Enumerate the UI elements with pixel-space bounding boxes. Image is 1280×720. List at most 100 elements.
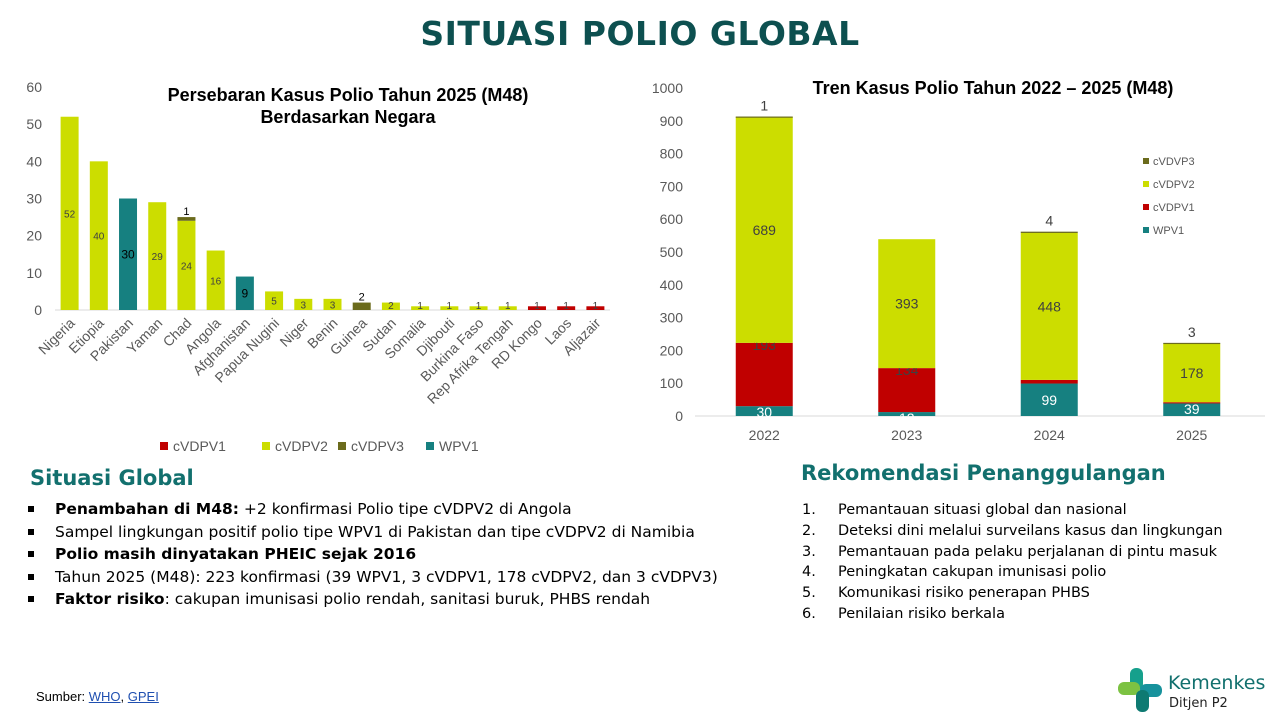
- data-label: 5: [271, 297, 277, 308]
- bar-cVDPV2: [265, 291, 284, 310]
- who-link[interactable]: WHO: [88, 689, 121, 704]
- trend-bar-chart: 0 100 200 300 400 500 600 700 800 900 1000 Tren Kas…: [652, 78, 1265, 443]
- y-tick-label: 50: [26, 116, 42, 132]
- rekomendasi-text: Peningkatan cakupan imunisasi polio: [838, 564, 1107, 581]
- x-tick-label: 2023: [891, 427, 922, 443]
- rekomendasi-item: 3. Pemantauan pada pelaku perjalanan di p…: [802, 542, 1223, 563]
- y-tick-label: 0: [675, 408, 683, 424]
- bullet-square-icon: [28, 528, 34, 535]
- data-label: 16: [210, 276, 222, 287]
- rekomendasi-item: 6. Penilaian risiko berkala: [802, 604, 1223, 625]
- y-tick-label: 20: [26, 228, 42, 244]
- legend-swatch: [338, 442, 346, 450]
- chart1-legend: cVDPV1 cVDPV2 cVDPV3 WPV1: [160, 438, 479, 454]
- gpei-link[interactable]: GPEI: [127, 689, 159, 704]
- data-label: 689: [753, 222, 777, 238]
- data-label: 4: [1045, 213, 1053, 229]
- logo-sub: Ditjen P2: [1169, 696, 1228, 711]
- bullet-square-icon: [28, 573, 34, 580]
- bar-cVDPV2: [89, 161, 108, 310]
- situasi-item: Penambahan di M48: +2 konfirmasi Polio t…: [28, 498, 718, 521]
- bar-WPV1: [119, 198, 138, 310]
- legend-swatch: [1143, 204, 1149, 210]
- situasi-item: Faktor risiko: cakupan imunisasi polio r…: [28, 588, 718, 611]
- rekomendasi-number: 6.: [802, 605, 816, 622]
- rekomendasi-item: 5. Komunikasi risiko penerapan PHBS: [802, 583, 1223, 604]
- situasi-item-text: +2 konfirmasi Polio tipe cVDPV2 di Angol…: [239, 500, 572, 518]
- bar-cVDPV1: [527, 306, 546, 310]
- data-label: 1: [417, 301, 423, 312]
- data-label: 1: [593, 301, 599, 312]
- data-label: 1: [534, 301, 540, 312]
- rekomendasi-number: 4.: [802, 564, 816, 581]
- situasi-item-bold: Penambahan di M48:: [55, 500, 239, 518]
- bar-cVDPV2: [498, 306, 517, 310]
- logo-name: Kemenkes: [1168, 672, 1266, 694]
- y-tick-label: 30: [26, 191, 42, 207]
- legend-swatch: [262, 442, 270, 450]
- legend-label: cVDVP3: [1153, 156, 1195, 168]
- bar-cVDPV1: [586, 306, 605, 310]
- data-label: 2: [388, 301, 394, 312]
- legend-swatch: [1143, 158, 1149, 164]
- data-label: 448: [1038, 298, 1062, 314]
- page-title: SITUASI POLIO GLOBAL: [420, 14, 860, 53]
- bar-cVDPV2: [177, 220, 196, 310]
- kemenkes-logo: [1118, 668, 1162, 712]
- rekomendasi-text: Pemantauan pada pelaku perjalanan di pin…: [838, 543, 1218, 560]
- bar-cVDPV1: [735, 342, 793, 407]
- data-label: 12: [899, 410, 915, 426]
- bar-WPV1: [1163, 403, 1221, 416]
- rekomendasi-text: Komunikasi risiko penerapan PHBS: [838, 585, 1090, 602]
- bullet-square-icon: [28, 596, 34, 602]
- bar-WPV1: [235, 276, 254, 310]
- data-label: 1: [183, 206, 189, 218]
- bar-cVDPV2: [411, 306, 430, 310]
- y-tick-label: 300: [660, 310, 684, 326]
- legend-swatch: [426, 442, 434, 450]
- bullet-square-icon: [28, 506, 34, 512]
- bar-cVDVP3: [1163, 342, 1221, 345]
- bar-cVDPV2: [206, 250, 225, 310]
- y-tick-label: 40: [26, 153, 42, 169]
- situasi-global-heading: Situasi Global: [30, 466, 194, 490]
- situasi-item-text: : cakupan imunisasi polio rendah, sanita…: [164, 590, 651, 608]
- rekomendasi-number: 5.: [802, 585, 816, 602]
- situasi-item-text: Sampel lingkungan positif polio tipe WPV…: [55, 522, 695, 541]
- data-label: 1: [505, 301, 511, 312]
- x-tick-label: 2024: [1034, 427, 1065, 443]
- x-tick-label: 2025: [1176, 427, 1207, 443]
- data-label: 9: [242, 286, 249, 300]
- legend-label: cVDPV2: [275, 438, 328, 454]
- bar-cVDVP3: [735, 116, 793, 118]
- data-label: 393: [895, 296, 919, 312]
- bar-cVDPV1: [1163, 402, 1221, 404]
- situasi-item: Sampel lingkungan positif polio tipe WPV…: [28, 521, 718, 544]
- bar-cVDPV1: [878, 368, 936, 413]
- chart2-title: Tren Kasus Polio Tahun 2022 – 2025 (M48): [813, 78, 1174, 98]
- bar-cVDPV2: [60, 116, 79, 310]
- y-tick-label: 800: [660, 146, 684, 162]
- country-bar-chart: 0 10 20 30 40 50 60 Persebaran Kasus Polio Tahu…: [26, 79, 610, 454]
- data-label: 30: [121, 247, 135, 261]
- rekomendasi-item: 2. Deteksi dini melalui surveilans kasus …: [802, 521, 1223, 542]
- situasi-item-bold: Faktor risiko: [55, 590, 165, 608]
- bar-cVDVP3: [1020, 231, 1078, 233]
- y-tick-label: 700: [660, 178, 684, 194]
- data-label: 30: [756, 404, 772, 420]
- bar-cVDPV2: [469, 306, 488, 310]
- y-tick-label: 0: [34, 302, 42, 318]
- chart1-title-line2: Berdasarkan Negara: [260, 107, 436, 127]
- bar-WPV1: [735, 406, 793, 416]
- data-label: 52: [64, 209, 76, 220]
- logo-mark-icon: [1118, 668, 1162, 712]
- bar-cVDPV2: [878, 239, 936, 369]
- data-label: 24: [181, 261, 193, 272]
- legend-label: WPV1: [439, 438, 479, 454]
- data-label: 1: [476, 301, 482, 312]
- bar-cVDPV2: [1020, 232, 1078, 380]
- legend-label: cVDPV2: [1153, 179, 1195, 191]
- data-label: 1: [447, 301, 453, 312]
- situasi-item: Polio masih dinyatakan PHEIC sejak 2016: [28, 543, 718, 566]
- y-tick-label: 60: [26, 79, 42, 95]
